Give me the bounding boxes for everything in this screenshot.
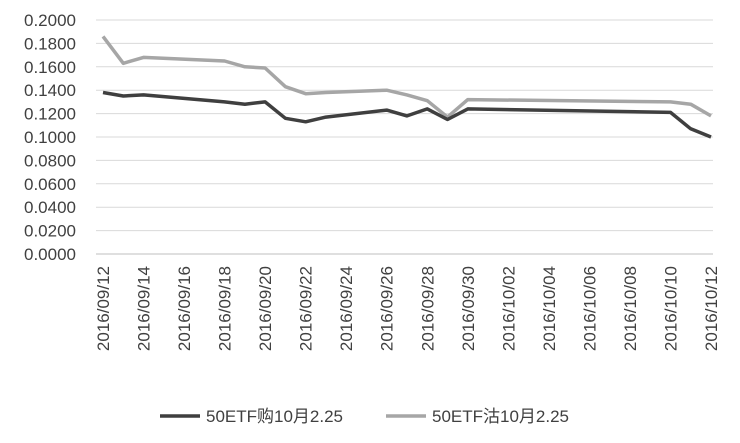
x-tick-label: 2016/09/12 bbox=[94, 266, 113, 351]
x-tick-label: 2016/10/06 bbox=[580, 266, 599, 351]
y-tick-label: 0.0200 bbox=[24, 222, 76, 241]
y-tick-label: 0.0400 bbox=[24, 198, 76, 217]
y-tick-label: 0.1000 bbox=[24, 128, 76, 147]
gridlines bbox=[96, 19, 713, 232]
x-tick-label: 2016/09/30 bbox=[459, 266, 478, 351]
y-tick-label: 0.2000 bbox=[24, 11, 76, 30]
x-tick-label: 2016/10/04 bbox=[540, 266, 559, 351]
series-line-2 bbox=[101, 35, 712, 119]
series-line-1 bbox=[102, 90, 712, 139]
x-tick-label: 2016/09/24 bbox=[337, 266, 356, 351]
legend: 50ETF购10月2.25 50ETF沽10月2.25 bbox=[160, 407, 569, 426]
x-tick-label: 2016/09/26 bbox=[378, 266, 397, 351]
x-tick-label: 2016/10/02 bbox=[499, 266, 518, 351]
y-tick-label: 0.1600 bbox=[24, 58, 76, 77]
x-tick-label: 2016/10/10 bbox=[661, 266, 680, 351]
y-axis-ticks: 0.0000 0.0200 0.0400 0.0600 0.0800 0.1000 0.12… bbox=[24, 11, 76, 264]
legend-label-2: 50ETF沽10月2.25 bbox=[432, 407, 569, 426]
x-tick-label: 2016/09/16 bbox=[175, 266, 194, 351]
y-tick-label: 0.1400 bbox=[24, 81, 76, 100]
x-tick-label: 2016/09/14 bbox=[135, 266, 154, 351]
y-tick-label: 0.0600 bbox=[24, 175, 76, 194]
x-tick-label: 2016/09/18 bbox=[216, 266, 235, 351]
legend-label-1: 50ETF购10月2.25 bbox=[206, 407, 343, 426]
y-tick-label: 0.0000 bbox=[24, 245, 76, 264]
x-tick-label: 2016/09/28 bbox=[418, 266, 437, 351]
x-tick-label: 2016/10/12 bbox=[702, 266, 721, 351]
x-tick-label: 2016/10/08 bbox=[621, 266, 640, 351]
x-axis-ticks: 2016/09/12 2016/09/14 2016/09/16 2016/09/18… bbox=[94, 266, 721, 351]
y-tick-label: 0.1200 bbox=[24, 105, 76, 124]
series-lines bbox=[101, 35, 712, 139]
x-tick-label: 2016/09/22 bbox=[297, 266, 316, 351]
y-tick-label: 0.0800 bbox=[24, 151, 76, 170]
y-tick-label: 0.1800 bbox=[24, 34, 76, 53]
x-tick-label: 2016/09/20 bbox=[256, 266, 275, 351]
